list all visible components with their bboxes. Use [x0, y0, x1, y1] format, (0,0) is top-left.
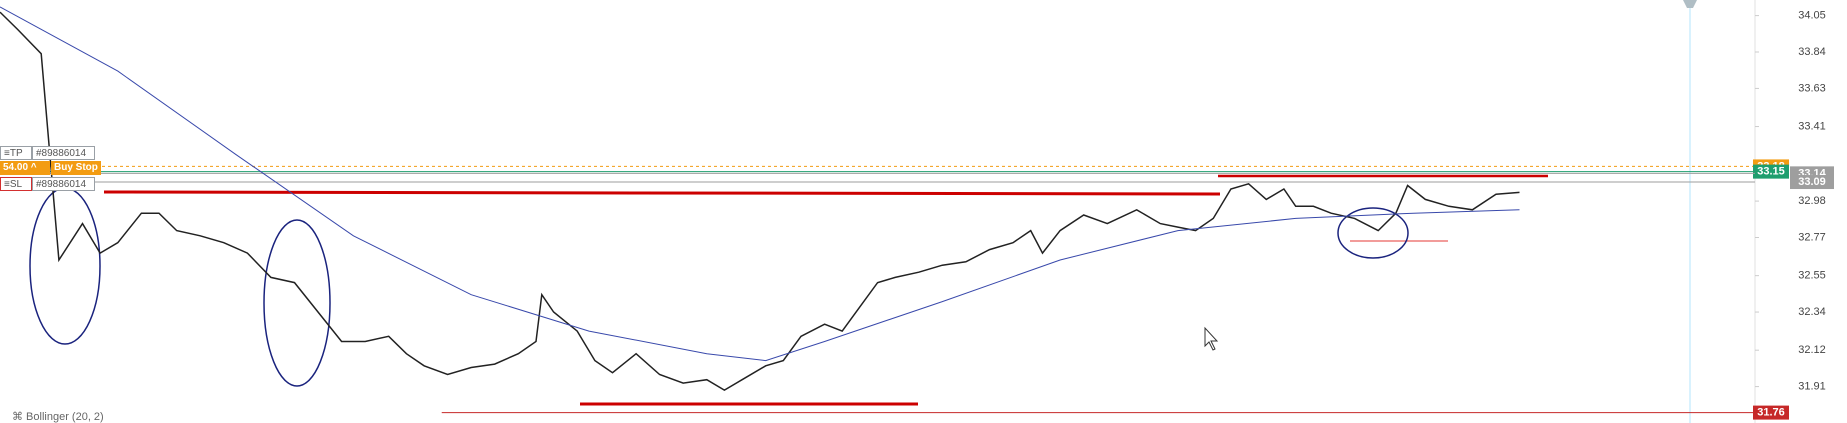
order-quantity[interactable]: 54.00 ^: [0, 161, 50, 175]
y-tick-label: 32.98: [1798, 195, 1826, 207]
y-tick-label: 32.34: [1798, 306, 1826, 318]
highlight-circle: [29, 187, 101, 345]
y-tick-label: 32.55: [1798, 270, 1826, 282]
sl-text: ≡SL: [4, 179, 23, 190]
tp-text: ≡TP: [4, 148, 23, 159]
highlight-circle: [1337, 207, 1409, 259]
order-type-text: Buy Stop: [54, 162, 98, 173]
moving-average: [0, 6, 1520, 362]
price-tag: [1790, 175, 1834, 190]
order-id: #89886014: [36, 148, 87, 159]
tp-tag[interactable]: ≡TP: [0, 146, 32, 160]
time-marker-icon: [1683, 0, 1697, 8]
quantity-text: 54.00 ^: [3, 162, 37, 173]
drawn-resistance-line: [103, 190, 1221, 196]
y-tick-label: 33.63: [1798, 82, 1826, 94]
y-tick-label: 34.05: [1798, 10, 1826, 22]
order-type[interactable]: Buy Stop: [51, 161, 101, 175]
price-tag: [1753, 164, 1789, 179]
order-id: #89886014: [36, 179, 87, 190]
price-line: [0, 11, 1520, 391]
y-tick-label: 32.77: [1798, 231, 1826, 243]
indicator-label: ⌘ Bollinger (20, 2): [12, 411, 104, 423]
tp-id[interactable]: #89886014: [32, 146, 95, 160]
price-tag-label: 33.09: [1798, 176, 1826, 188]
y-tick-label: 32.12: [1798, 344, 1826, 356]
y-tick-label: 33.41: [1798, 120, 1826, 132]
mouse-cursor: [1204, 326, 1219, 351]
y-tick-label: 31.91: [1798, 381, 1826, 393]
price-tag-label: 33.15: [1757, 166, 1785, 178]
highlight-circle: [263, 219, 331, 387]
y-tick-label: 33.84: [1798, 46, 1826, 58]
sl-tag[interactable]: ≡SL: [0, 177, 32, 191]
price-tag: [1753, 405, 1789, 420]
sl-id[interactable]: #89886014: [32, 177, 95, 191]
price-tag-label: 31.76: [1757, 407, 1785, 419]
